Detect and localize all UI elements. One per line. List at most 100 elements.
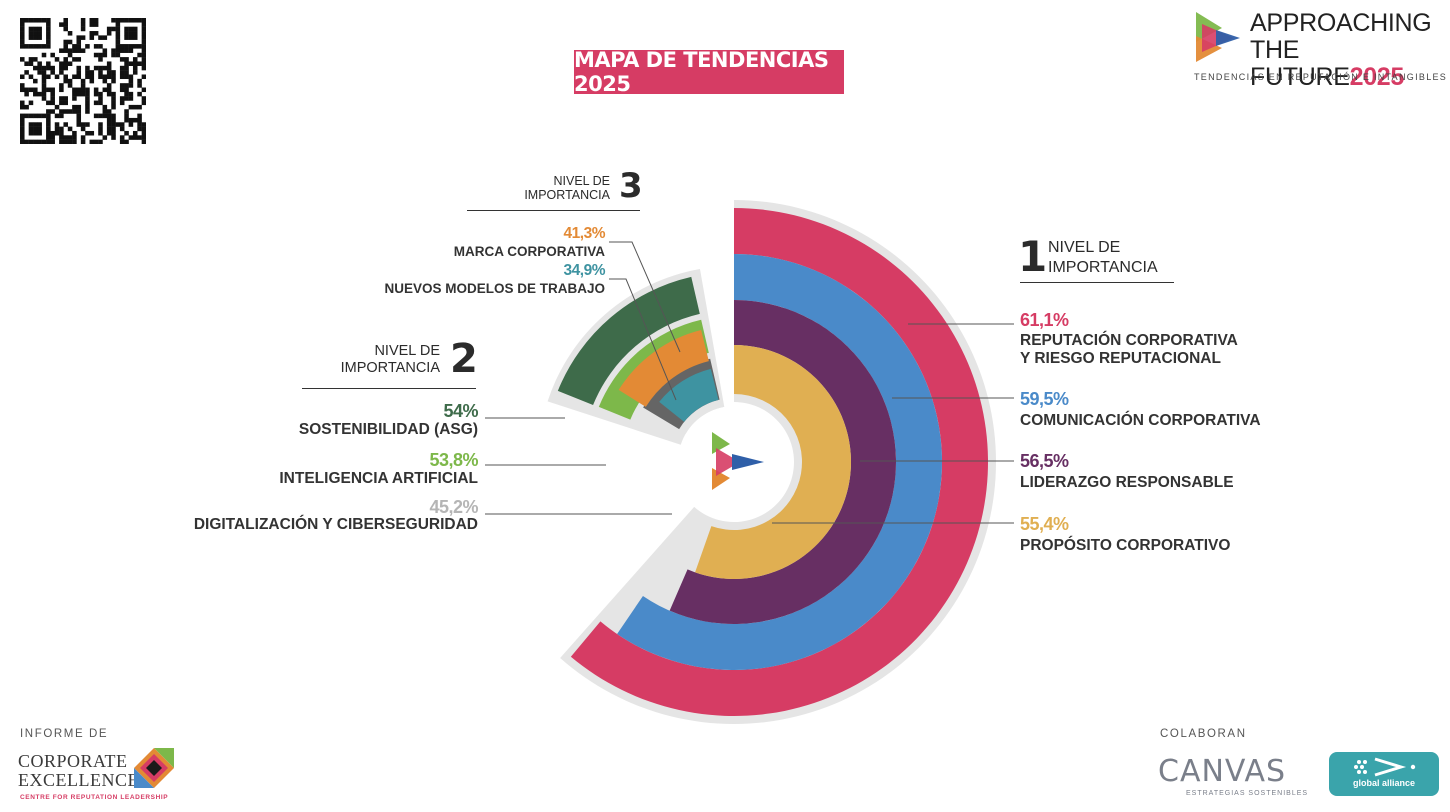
qr-module bbox=[24, 91, 29, 97]
qr-module bbox=[102, 87, 108, 93]
label-pct-marca: 41,3% bbox=[563, 225, 606, 242]
qr-module bbox=[80, 18, 86, 23]
qr-module bbox=[132, 117, 138, 123]
bar-proposito-corporativo bbox=[695, 345, 851, 579]
qr-module bbox=[89, 130, 95, 136]
qr-module bbox=[59, 48, 64, 53]
qr-module bbox=[63, 122, 68, 127]
qr-module bbox=[63, 135, 68, 140]
qr-module bbox=[72, 87, 77, 93]
qr-module bbox=[24, 70, 29, 75]
qr-module bbox=[141, 87, 146, 93]
qr-module bbox=[72, 91, 77, 97]
qr-module bbox=[141, 52, 146, 58]
qr-module bbox=[24, 139, 29, 144]
canvas-subtitle: ESTRATEGIAS SOSTENIBLES bbox=[1186, 790, 1309, 797]
level2-number: 2 bbox=[450, 336, 478, 382]
qr-module bbox=[50, 100, 55, 106]
qr-module bbox=[124, 87, 129, 93]
qr-module bbox=[33, 87, 38, 93]
qr-module bbox=[93, 52, 99, 58]
center-logo-red bbox=[716, 448, 740, 476]
qr-module bbox=[89, 22, 95, 27]
qr-module bbox=[98, 35, 103, 40]
qr-module bbox=[85, 87, 90, 93]
bar-reputacion-corporativa-y-riesgo-reputacional bbox=[570, 208, 988, 717]
qr-module bbox=[89, 139, 95, 144]
qr-module bbox=[20, 130, 25, 136]
qr-module bbox=[137, 78, 142, 84]
qr-module bbox=[46, 109, 51, 114]
qr-module bbox=[106, 109, 112, 114]
qr-module bbox=[98, 139, 103, 144]
qr-module bbox=[63, 65, 68, 71]
qr-module bbox=[54, 104, 60, 110]
qr-module bbox=[119, 70, 125, 75]
qr-module bbox=[80, 126, 86, 132]
qr-module bbox=[41, 96, 47, 101]
label-pct-sostenibilidad: 54% bbox=[443, 401, 478, 421]
label-name-nuevos-modelos: NUEVOS MODELOS DE TRABAJO bbox=[384, 281, 605, 296]
qr-module bbox=[33, 65, 38, 71]
qr-module bbox=[50, 109, 55, 114]
qr-module bbox=[20, 18, 25, 23]
qr-module bbox=[141, 18, 146, 23]
qr-module bbox=[33, 113, 38, 119]
qr-module bbox=[63, 139, 68, 144]
qr-module bbox=[137, 126, 142, 132]
qr-module bbox=[37, 61, 42, 66]
qr-module bbox=[33, 91, 38, 97]
qr-module bbox=[141, 126, 146, 132]
qr-module bbox=[137, 113, 142, 119]
qr-module bbox=[72, 135, 77, 140]
qr-module bbox=[33, 122, 38, 127]
qr-module bbox=[28, 87, 34, 93]
qr-module bbox=[76, 91, 82, 97]
qr-module bbox=[137, 44, 142, 49]
qr-module bbox=[102, 104, 108, 110]
qr-module bbox=[124, 117, 129, 123]
qr-module bbox=[67, 52, 73, 58]
qr-module bbox=[85, 44, 90, 49]
qr-module bbox=[46, 117, 51, 123]
qr-module bbox=[98, 57, 103, 62]
qr-module bbox=[28, 26, 34, 32]
qr-module bbox=[111, 18, 116, 23]
qr-module bbox=[41, 52, 47, 58]
qr-module bbox=[128, 135, 134, 140]
qr-module bbox=[41, 65, 47, 71]
qr-module bbox=[76, 65, 82, 71]
qr-module bbox=[72, 139, 77, 144]
qr-module bbox=[85, 109, 90, 114]
qr-module bbox=[67, 48, 73, 53]
corporate-excellence-subtitle: CENTRE FOR REPUTATION LEADERSHIP bbox=[20, 794, 169, 801]
label-pct-digitalizacion: 45,2% bbox=[429, 497, 478, 517]
level3-text: NIVEL DE IMPORTANCIA bbox=[524, 174, 610, 202]
qr-module bbox=[124, 113, 129, 119]
qr-module bbox=[46, 130, 51, 136]
label-pct-reputacion: 61,1% bbox=[1020, 310, 1069, 330]
qr-module bbox=[119, 100, 125, 106]
qr-module bbox=[46, 113, 51, 119]
qr-module bbox=[102, 35, 108, 40]
qr-module bbox=[85, 70, 90, 75]
qr-module bbox=[59, 70, 64, 75]
label-name-sostenibilidad: SOSTENIBILIDAD (ASG) bbox=[298, 421, 478, 438]
qr-module bbox=[50, 130, 55, 136]
label-name-liderazgo: LIDERAZGO RESPONSABLE bbox=[1020, 474, 1234, 491]
qr-module bbox=[106, 65, 112, 71]
qr-module bbox=[37, 35, 42, 40]
qr-module bbox=[59, 135, 64, 140]
qr-module bbox=[20, 139, 25, 144]
label-name-reputacion: REPUTACIÓN CORPORATIVA Y RIESGO REPUTACI… bbox=[1020, 332, 1238, 367]
qr-module bbox=[98, 65, 103, 71]
qr-module bbox=[141, 135, 146, 140]
qr-module bbox=[67, 31, 73, 36]
qr-module bbox=[46, 18, 51, 23]
bar-nuevos-modelos-de-trabajo bbox=[659, 368, 719, 422]
qr-module bbox=[20, 122, 25, 127]
qr-module bbox=[106, 74, 112, 80]
qr-module bbox=[132, 61, 138, 66]
qr-module bbox=[111, 100, 116, 106]
